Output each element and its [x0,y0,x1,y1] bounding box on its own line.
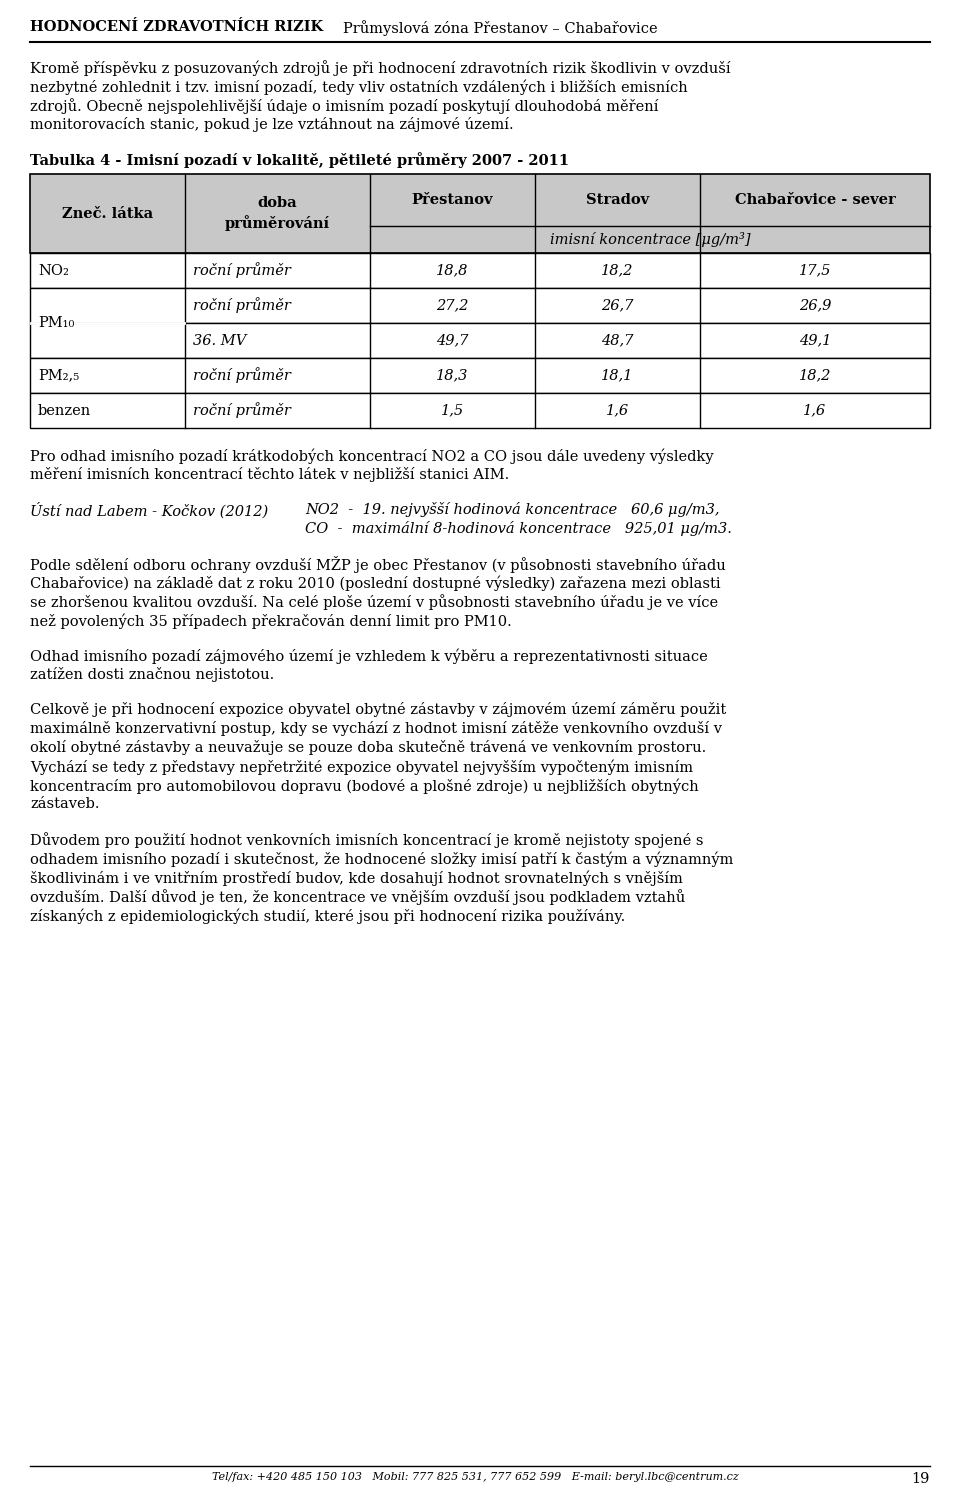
Text: 26,7: 26,7 [601,298,634,313]
Text: 49,7: 49,7 [436,333,468,348]
Text: Průmyslová zóna Přestanov – Chabařovice: Průmyslová zóna Přestanov – Chabařovice [343,20,658,36]
Text: imisní koncentrace [μg/m³]: imisní koncentrace [μg/m³] [550,232,751,247]
Text: Celkově je při hodnocení expozice obyvatel obytné zástavby v zájmovém území zámě: Celkově je při hodnocení expozice obyvat… [30,702,727,717]
Text: 1,6: 1,6 [804,404,827,417]
Bar [30,358,930,393]
Text: benzen: benzen [38,404,91,417]
Text: ovzduším. Další důvod je ten, že koncentrace ve vnějším ovzduší jsou podkladem v: ovzduším. Další důvod je ten, že koncent… [30,889,685,905]
Text: 27,2: 27,2 [436,298,468,313]
Text: Zneč. látka: Zneč. látka [62,206,153,220]
Text: 17,5: 17,5 [799,264,831,277]
Bar [30,253,930,288]
Text: Ústí nad Labem - Kočkov (2012): Ústí nad Labem - Kočkov (2012) [30,501,268,518]
Text: HODNOCENÍ ZDRAVOTNÍCH RIZIK: HODNOCENÍ ZDRAVOTNÍCH RIZIK [30,20,324,35]
Text: 19: 19 [912,1471,930,1486]
Text: roční průměr: roční průměr [193,298,291,313]
Text: 1,5: 1,5 [441,404,464,417]
Text: 18,8: 18,8 [436,264,468,277]
Text: nezbytné zohlednit i tzv. imisní pozadí, tedy vliv ostatních vzdálených i bližší: nezbytné zohlednit i tzv. imisní pozadí,… [30,78,687,95]
Text: doba
průměrování: doba průměrování [225,196,330,230]
Text: měření imisních koncentrací těchto látek v nejbližší stanici AIM.: měření imisních koncentrací těchto látek… [30,467,509,482]
Text: škodlivinám i ve vnitřním prostředí budov, kde dosahují hodnot srovnatelných s v: škodlivinám i ve vnitřním prostředí budo… [30,870,683,886]
Bar [30,288,930,322]
Text: 49,1: 49,1 [799,333,831,348]
Text: Podle sdělení odboru ochrany ovzduší MŽP je obec Přestanov (v působnosti stavebn: Podle sdělení odboru ochrany ovzduší MŽP… [30,556,726,572]
Text: 36. MV: 36. MV [193,333,247,348]
Text: Stradov: Stradov [586,193,649,206]
Text: získaných z epidemiologických studií, které jsou při hodnocení rizika používány.: získaných z epidemiologických studií, kt… [30,908,625,923]
Text: odhadem imisního pozadí i skutečnost, že hodnocené složky imisí patří k častým a: odhadem imisního pozadí i skutečnost, že… [30,851,733,866]
Text: Tabulka 4 - Imisní pozadí v lokalitě, pětileté průměry 2007 - 2011: Tabulka 4 - Imisní pozadí v lokalitě, pě… [30,152,569,167]
Text: monitorovacích stanic, pokud je lze vztáhnout na zájmové území.: monitorovacích stanic, pokud je lze vztá… [30,117,514,133]
Bar [30,322,930,358]
Text: NO₂: NO₂ [38,264,69,277]
Text: zdrojů. Obecně nejspolehlivější údaje o imisním pozadí poskytují dlouhodobá měře: zdrojů. Obecně nejspolehlivější údaje o … [30,98,659,114]
Text: Přestanov: Přestanov [412,193,493,206]
Text: Tel/fax: +420 485 150 103   Mobil: 777 825 531, 777 652 599   E-mail: beryl.lbc@: Tel/fax: +420 485 150 103 Mobil: 777 825… [211,1471,738,1482]
Text: roční průměr: roční průměr [193,262,291,279]
Text: Chabařovice - sever: Chabařovice - sever [734,193,896,206]
Text: zatížen dosti značnou nejistotou.: zatížen dosti značnou nejistotou. [30,667,275,682]
Bar [30,175,930,253]
Text: 48,7: 48,7 [601,333,634,348]
Text: zástaveb.: zástaveb. [30,797,100,812]
Text: roční průměr: roční průměr [193,402,291,419]
Text: Odhad imisního pozadí zájmového území je vzhledem k výběru a reprezentativnosti : Odhad imisního pozadí zájmového území je… [30,648,708,664]
Text: 18,2: 18,2 [799,369,831,383]
Text: NO2  -  19. nejvyšší hodinová koncentrace   60,6 μg/m3,: NO2 - 19. nejvyšší hodinová koncentrace … [305,501,719,517]
Text: 18,2: 18,2 [601,264,634,277]
Text: Vychází se tedy z představy nepřetržité expozice obyvatel nejvyšším vypočteným i: Vychází se tedy z představy nepřetržité … [30,759,693,774]
Text: 26,9: 26,9 [799,298,831,313]
Text: koncentracím pro automobilovou dopravu (bodové a plošné zdroje) u nejbližších ob: koncentracím pro automobilovou dopravu (… [30,779,699,794]
Text: PM₁₀: PM₁₀ [38,316,74,330]
Text: 18,3: 18,3 [436,369,468,383]
Text: Chabařovice) na základě dat z roku 2010 (poslední dostupné výsledky) zařazena me: Chabařovice) na základě dat z roku 2010 … [30,575,721,590]
Bar [30,393,930,428]
Text: PM₂,₅: PM₂,₅ [38,369,80,383]
Text: okolí obytné zástavby a neuvažuje se pouze doba skutečně trávená ve venkovním pr: okolí obytné zástavby a neuvažuje se pou… [30,739,707,755]
Text: Pro odhad imisního pozadí krátkodobých koncentrací NO2 a CO jsou dále uvedeny vý: Pro odhad imisního pozadí krátkodobých k… [30,447,713,464]
Text: se zhoršenou kvalitou ovzduší. Na celé ploše území v působnosti stavebního úřadu: se zhoršenou kvalitou ovzduší. Na celé p… [30,593,718,610]
Text: Důvodem pro použití hodnot venkovních imisních koncentrací je kromě nejistoty sp: Důvodem pro použití hodnot venkovních im… [30,831,704,848]
Text: 1,6: 1,6 [606,404,629,417]
Text: roční průměr: roční průměr [193,367,291,384]
Text: maximálně konzervativní postup, kdy se vychází z hodnot imisní zátěže venkovního: maximálně konzervativní postup, kdy se v… [30,721,722,736]
Text: Kromě příspěvku z posuzovaných zdrojů je při hodnocení zdravotních rizik škodliv: Kromě příspěvku z posuzovaných zdrojů je… [30,60,731,75]
Text: než povolených 35 případech překračován denní limit pro PM10.: než povolených 35 případech překračován … [30,613,512,628]
Text: 18,1: 18,1 [601,369,634,383]
Text: CO  -  maximální 8-hodinová koncentrace   925,01 μg/m3.: CO - maximální 8-hodinová koncentrace 92… [305,521,732,536]
